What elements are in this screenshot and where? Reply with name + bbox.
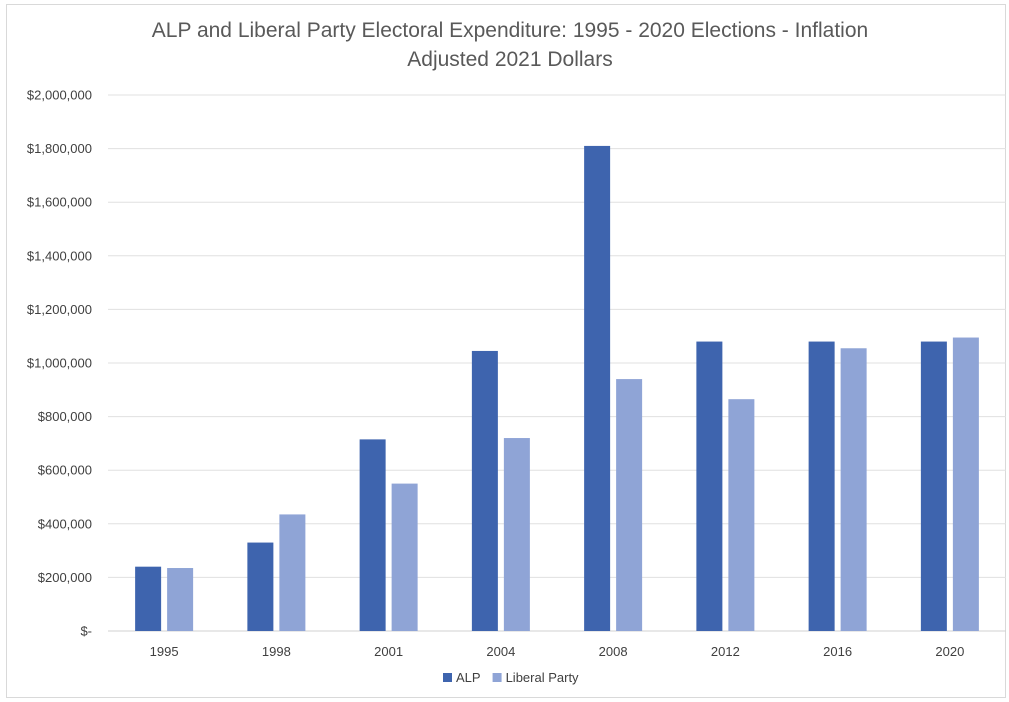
y-tick-label: $1,000,000	[27, 356, 92, 371]
x-tick-label: 2016	[823, 644, 852, 659]
chart-title-line1: ALP and Liberal Party Electoral Expendit…	[151, 19, 869, 42]
bar-alp	[359, 439, 386, 631]
y-tick-label: $200,000	[38, 570, 92, 585]
bar-liberal-party	[391, 483, 418, 631]
bar-liberal-party	[167, 568, 194, 631]
y-tick-label: $1,400,000	[27, 248, 92, 263]
y-tick-label: $2,000,000	[27, 88, 92, 103]
bar-alp	[471, 350, 498, 631]
legend-swatch-alp	[443, 673, 452, 682]
bar-alp	[696, 341, 723, 631]
y-tick-label: $-	[80, 624, 92, 639]
bar-alp	[808, 341, 835, 631]
y-tick-label: $1,200,000	[27, 302, 92, 317]
x-tick-label: 2020	[935, 644, 964, 659]
y-tick-label: $400,000	[38, 516, 92, 531]
bar-alp	[247, 542, 274, 631]
bar-liberal-party	[279, 514, 306, 631]
x-tick-label: 1995	[150, 644, 179, 659]
bar-liberal-party	[503, 438, 530, 631]
bar-liberal-party	[952, 337, 979, 631]
y-tick-label: $600,000	[38, 463, 92, 478]
x-tick-label: 2004	[486, 644, 515, 659]
x-tick-label: 2012	[711, 644, 740, 659]
legend-label-alp: ALP	[456, 670, 481, 685]
legend-label-liberal-party: Liberal Party	[506, 670, 579, 685]
x-tick-label: 2001	[374, 644, 403, 659]
y-tick-label: $1,800,000	[27, 141, 92, 156]
chart-title-line2: Adjusted 2021 Dollars	[407, 48, 613, 71]
bar-alp	[135, 566, 162, 631]
y-tick-label: $800,000	[38, 409, 92, 424]
bar-alp	[920, 341, 947, 631]
legend-swatch-liberal-party	[492, 673, 502, 682]
bar-liberal-party	[616, 379, 643, 631]
y-tick-label: $1,600,000	[27, 195, 92, 210]
x-tick-label: 1998	[262, 644, 291, 659]
bar-liberal-party	[840, 348, 867, 631]
bar-alp	[584, 145, 611, 632]
chart-title: ALP and Liberal Party Electoral Expendit…	[120, 16, 900, 74]
bar-liberal-party	[728, 399, 755, 631]
x-tick-label: 2008	[599, 644, 628, 659]
